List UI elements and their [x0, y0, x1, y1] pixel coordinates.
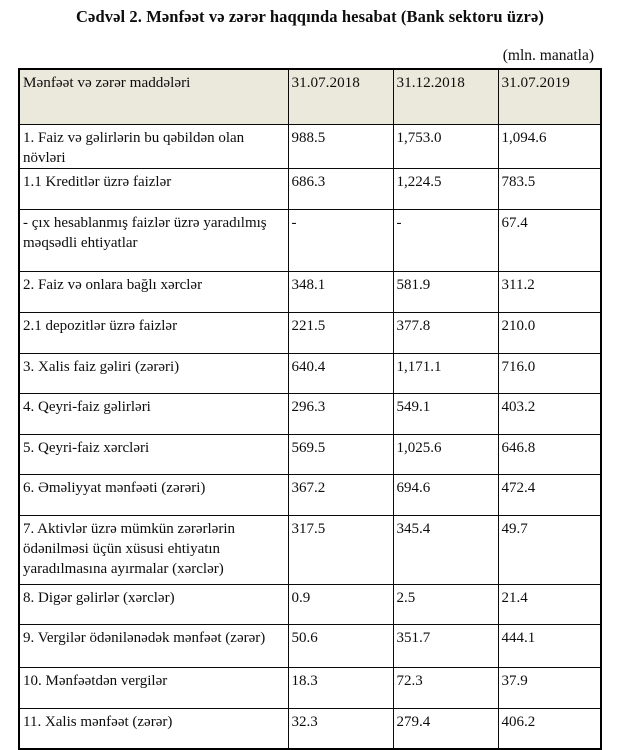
row-label: 8. Digər gəlirlər (xərclər) [18, 583, 289, 625]
row-value: 32.3 [287, 707, 394, 750]
row-value: 1,171.1 [392, 352, 499, 394]
row-value: 581.9 [392, 270, 499, 313]
row-label: 2.1 depozitlər üzrə faizlər [18, 311, 289, 354]
row-label: 5. Qeyri-faiz xərcləri [18, 433, 289, 475]
row-value: 472.4 [497, 473, 602, 516]
table-row: 7. Aktivlər üzrə mümkün zərərlərin ödəni… [18, 514, 602, 585]
row-value: 296.3 [287, 392, 394, 435]
row-label: 9. Vergilər ödənilənədək mənfəət (zərər) [18, 623, 289, 668]
table-row: 5. Qeyri-faiz xərcləri 569.5 1,025.6 646… [18, 433, 602, 475]
row-value: 345.4 [392, 514, 499, 585]
row-value: - [392, 208, 499, 272]
table-row: 6. Əməliyyat mənfəəti (zərəri) 367.2 694… [18, 473, 602, 516]
row-value: 1,753.0 [392, 123, 499, 169]
row-value: 0.9 [287, 583, 394, 625]
row-value: 50.6 [287, 623, 394, 668]
row-value: 686.3 [287, 167, 394, 210]
row-value: 210.0 [497, 311, 602, 354]
table-row: - çıx hesablanmış faizlər üzrə yaradılmı… [18, 208, 602, 272]
row-value: 348.1 [287, 270, 394, 313]
row-label: 3. Xalis faiz gəliri (zərəri) [18, 352, 289, 394]
row-value: 2.5 [392, 583, 499, 625]
table-row: 4. Qeyri-faiz gəlirləri 296.3 549.1 403.… [18, 392, 602, 435]
row-value: 569.5 [287, 433, 394, 475]
row-value: 67.4 [497, 208, 602, 272]
row-value: 406.2 [497, 707, 602, 750]
table-row: 1. Faiz və gəlirlərin bu qəbildən olan n… [18, 123, 602, 169]
row-value: 403.2 [497, 392, 602, 435]
table-row: 1.1 Kreditlər üzrə faizlər 686.3 1,224.5… [18, 167, 602, 210]
row-value: 377.8 [392, 311, 499, 354]
row-value: 640.4 [287, 352, 394, 394]
row-value: 18.3 [287, 666, 394, 709]
table-row: 2.1 depozitlər üzrə faizlər 221.5 377.8 … [18, 311, 602, 354]
row-value: 1,025.6 [392, 433, 499, 475]
row-label: 11. Xalis mənfəət (zərər) [18, 707, 289, 750]
profit-loss-table: Mənfəət və zərər maddələri 31.07.2018 31… [18, 68, 602, 750]
row-value: 317.5 [287, 514, 394, 585]
table-row: 3. Xalis faiz gəliri (zərəri) 640.4 1,17… [18, 352, 602, 394]
row-value: 646.8 [497, 433, 602, 475]
row-value: 694.6 [392, 473, 499, 516]
unit-note: (mln. manatla) [502, 47, 594, 64]
row-label: 2. Faiz və onlara bağlı xərclər [18, 270, 289, 313]
row-value: - [287, 208, 394, 272]
row-value: 221.5 [287, 311, 394, 354]
table-row: 9. Vergilər ödənilənədək mənfəət (zərər)… [18, 623, 602, 668]
table-row: 2. Faiz və onlara bağlı xərclər 348.1 58… [18, 270, 602, 313]
row-value: 311.2 [497, 270, 602, 313]
row-value: 1,094.6 [497, 123, 602, 169]
table-header-row: Mənfəət və zərər maddələri 31.07.2018 31… [18, 68, 602, 125]
row-value: 988.5 [287, 123, 394, 169]
row-value: 444.1 [497, 623, 602, 668]
row-value: 37.9 [497, 666, 602, 709]
row-label: 1. Faiz və gəlirlərin bu qəbildən olan n… [18, 123, 289, 169]
row-label: 1.1 Kreditlər üzrə faizlər [18, 167, 289, 210]
table-row: 10. Mənfəətdən vergilər 18.3 72.3 37.9 [18, 666, 602, 709]
row-value: 351.7 [392, 623, 499, 668]
table-row: 11. Xalis mənfəət (zərər) 32.3 279.4 406… [18, 707, 602, 750]
header-cell-date-2: 31.12.2018 [392, 68, 499, 125]
row-label: 10. Mənfəətdən vergilər [18, 666, 289, 709]
header-cell-items: Mənfəət və zərər maddələri [18, 68, 289, 125]
row-value: 49.7 [497, 514, 602, 585]
row-value: 549.1 [392, 392, 499, 435]
row-value: 367.2 [287, 473, 394, 516]
row-value: 72.3 [392, 666, 499, 709]
row-value: 21.4 [497, 583, 602, 625]
row-label: 6. Əməliyyat mənfəəti (zərəri) [18, 473, 289, 516]
row-label: 4. Qeyri-faiz gəlirləri [18, 392, 289, 435]
row-value: 1,224.5 [392, 167, 499, 210]
row-value: 279.4 [392, 707, 499, 750]
header-cell-date-1: 31.07.2018 [287, 68, 394, 125]
table-row: 8. Digər gəlirlər (xərclər) 0.9 2.5 21.4 [18, 583, 602, 625]
row-label: 7. Aktivlər üzrə mümkün zərərlərin ödəni… [18, 514, 289, 585]
row-label: - çıx hesablanmış faizlər üzrə yaradılmı… [18, 208, 289, 272]
row-value: 783.5 [497, 167, 602, 210]
row-value: 716.0 [497, 352, 602, 394]
page-title: Cədvəl 2. Mənfəət və zərər haqqında hesa… [76, 7, 544, 26]
header-cell-date-3: 31.07.2019 [497, 68, 602, 125]
